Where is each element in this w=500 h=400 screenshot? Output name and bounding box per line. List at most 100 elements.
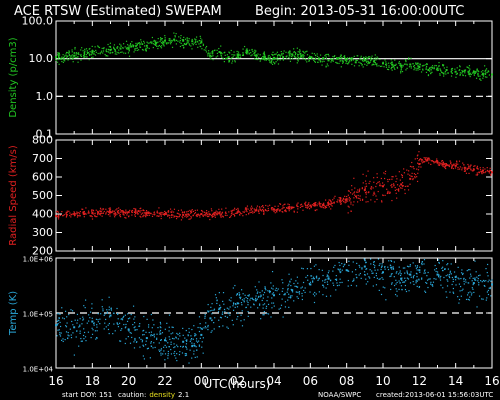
data-point <box>409 282 412 284</box>
data-point <box>79 325 81 327</box>
data-point <box>408 170 410 172</box>
data-point <box>418 279 420 281</box>
data-point <box>81 340 83 342</box>
data-point <box>375 64 378 66</box>
data-point <box>267 207 269 210</box>
data-point <box>254 210 256 212</box>
data-point <box>304 287 306 289</box>
data-point <box>142 209 144 211</box>
data-point <box>341 57 343 59</box>
data-point <box>384 173 386 175</box>
data-point <box>114 49 116 51</box>
data-point <box>358 189 361 191</box>
data-point <box>392 268 395 270</box>
data-point <box>263 55 265 58</box>
data-point <box>253 208 255 210</box>
data-point <box>361 187 363 189</box>
data-point <box>331 205 333 207</box>
data-point <box>291 295 293 297</box>
data-point <box>66 214 68 216</box>
data-point <box>332 270 334 272</box>
data-point <box>440 163 442 165</box>
data-point <box>469 75 471 78</box>
data-point <box>199 337 201 339</box>
data-point <box>208 211 210 213</box>
data-point <box>322 57 324 59</box>
data-point <box>134 215 136 217</box>
data-point <box>467 269 470 271</box>
data-point <box>490 170 492 172</box>
data-point <box>374 193 376 195</box>
data-point <box>393 65 395 67</box>
data-point <box>382 271 384 274</box>
data-point <box>107 211 109 213</box>
data-point <box>80 55 82 57</box>
data-point <box>105 50 107 52</box>
data-point <box>359 272 361 275</box>
data-point <box>404 288 407 291</box>
data-point <box>412 277 415 279</box>
data-point <box>357 191 359 193</box>
data-point <box>458 283 461 285</box>
data-point <box>103 314 105 316</box>
data-point <box>163 44 165 46</box>
data-point <box>235 212 237 214</box>
data-point <box>202 214 204 216</box>
data-point <box>139 211 141 213</box>
data-point <box>472 284 474 286</box>
data-point <box>323 57 325 59</box>
data-point <box>371 272 373 274</box>
data-point <box>313 59 315 61</box>
data-point <box>329 199 331 201</box>
data-point <box>189 218 191 220</box>
data-point <box>393 184 395 186</box>
data-point <box>106 210 108 212</box>
data-point <box>253 211 255 214</box>
data-point <box>181 216 183 218</box>
data-point <box>218 292 220 294</box>
data-point <box>400 277 403 280</box>
data-point <box>439 74 441 76</box>
data-point <box>266 312 268 315</box>
data-point <box>437 164 439 166</box>
data-point <box>96 326 98 328</box>
data-point <box>160 211 162 214</box>
data-point <box>486 263 489 266</box>
data-point <box>183 46 185 48</box>
data-point <box>195 349 198 351</box>
data-point <box>410 67 412 69</box>
data-point <box>244 210 246 212</box>
data-point <box>330 61 332 63</box>
data-point <box>439 69 442 71</box>
data-point <box>456 67 458 69</box>
data-point <box>332 199 334 201</box>
data-point <box>73 354 75 356</box>
data-point <box>327 204 330 206</box>
data-point <box>105 208 107 210</box>
data-point <box>425 66 428 68</box>
data-point <box>155 44 157 46</box>
data-point <box>463 69 466 72</box>
data-point <box>81 47 83 49</box>
data-point <box>125 217 127 219</box>
data-point <box>180 209 182 211</box>
data-point <box>153 214 156 216</box>
data-point <box>194 335 196 337</box>
data-point <box>414 62 417 64</box>
data-point <box>76 211 78 213</box>
data-point <box>448 164 451 166</box>
data-point <box>471 292 473 294</box>
data-point <box>406 277 409 279</box>
data-point <box>479 167 481 169</box>
data-point <box>67 59 69 61</box>
data-point <box>336 62 338 64</box>
data-point <box>131 41 133 43</box>
data-point <box>299 49 301 51</box>
data-point <box>390 68 392 70</box>
data-point <box>231 319 233 321</box>
data-point <box>427 157 429 159</box>
data-point <box>135 47 137 50</box>
data-point <box>249 210 251 212</box>
data-point <box>328 202 330 205</box>
data-point <box>212 53 214 55</box>
